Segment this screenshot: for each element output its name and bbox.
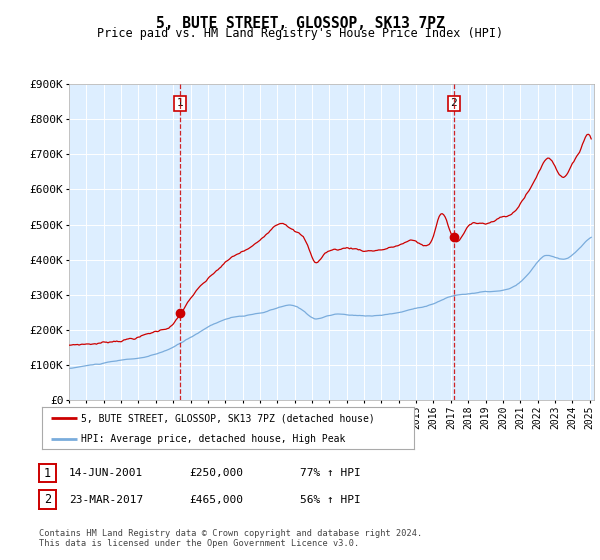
Text: £250,000: £250,000 [189,468,243,478]
Text: 56% ↑ HPI: 56% ↑ HPI [300,494,361,505]
Text: 14-JUN-2001: 14-JUN-2001 [69,468,143,478]
Text: 1: 1 [177,99,184,108]
Text: This data is licensed under the Open Government Licence v3.0.: This data is licensed under the Open Gov… [39,539,359,548]
Text: Price paid vs. HM Land Registry's House Price Index (HPI): Price paid vs. HM Land Registry's House … [97,27,503,40]
Text: 5, BUTE STREET, GLOSSOP, SK13 7PZ (detached house): 5, BUTE STREET, GLOSSOP, SK13 7PZ (detac… [81,413,375,423]
Text: 23-MAR-2017: 23-MAR-2017 [69,494,143,505]
Text: 2: 2 [44,493,51,506]
Text: 2: 2 [450,99,457,108]
Text: 5, BUTE STREET, GLOSSOP, SK13 7PZ: 5, BUTE STREET, GLOSSOP, SK13 7PZ [155,16,445,31]
Text: Contains HM Land Registry data © Crown copyright and database right 2024.: Contains HM Land Registry data © Crown c… [39,529,422,538]
Text: 77% ↑ HPI: 77% ↑ HPI [300,468,361,478]
Text: HPI: Average price, detached house, High Peak: HPI: Average price, detached house, High… [81,433,346,444]
Text: £465,000: £465,000 [189,494,243,505]
Text: 1: 1 [44,466,51,480]
